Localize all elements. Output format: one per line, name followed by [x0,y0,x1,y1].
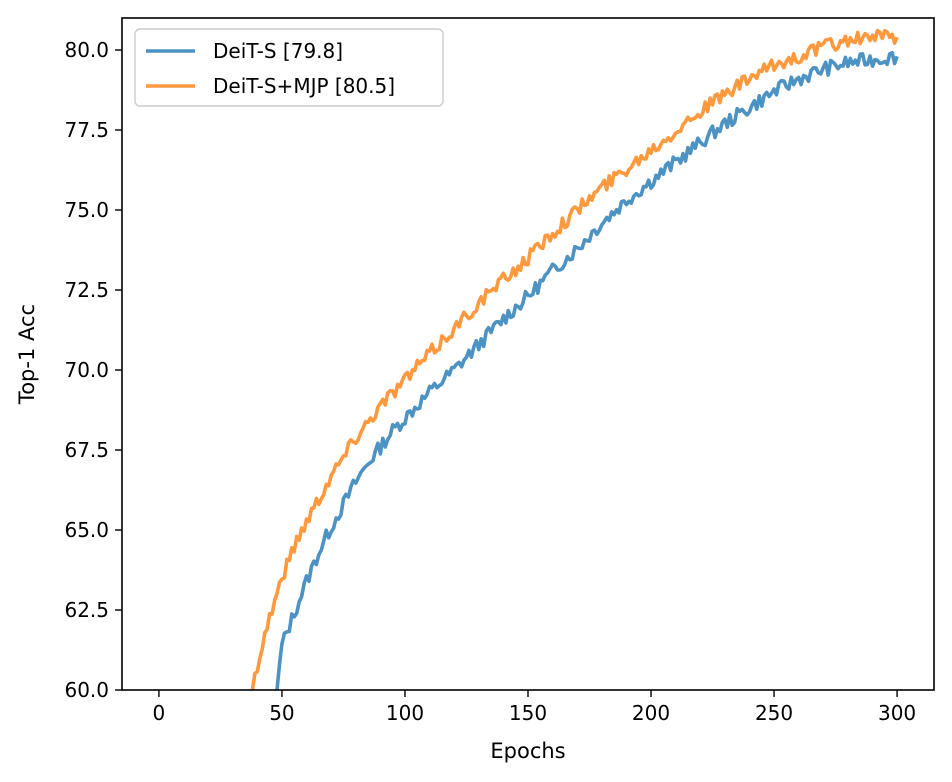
y-axis-label: Top-1 Acc [15,304,39,405]
x-tick-label: 50 [269,701,294,725]
x-axis-label: Epochs [490,739,565,763]
y-tick-label: 77.5 [64,118,109,142]
legend: DeiT-S [79.8] DeiT-S+MJP [80.5] [134,28,444,107]
x-axis-ticks: 0 50 100 150 200 250 300 [153,690,916,725]
y-tick-label: 70.0 [64,358,109,382]
x-tick-label: 0 [153,701,166,725]
y-tick-label: 62.5 [64,598,109,622]
legend-label-1: DeiT-S [79.8] [213,39,343,63]
y-tick-label: 75.0 [64,198,109,222]
y-tick-label: 72.5 [64,278,109,302]
y-tick-label: 60.0 [64,678,109,702]
x-tick-label: 200 [632,701,670,725]
y-axis-ticks: 60.0 62.5 65.0 67.5 70.0 72.5 75.0 77.5 80.0 [64,38,122,702]
x-tick-label: 300 [878,701,916,725]
x-tick-label: 100 [386,701,424,725]
plot-lines [250,28,899,690]
series-line-2 [250,28,899,690]
legend-label-2: DeiT-S+MJP [80.5] [213,74,395,98]
x-tick-label: 150 [509,701,547,725]
legend-box [134,28,444,107]
y-tick-label: 80.0 [64,38,109,62]
y-tick-label: 65.0 [64,518,109,542]
series-line-1 [275,51,899,690]
y-tick-label: 67.5 [64,438,109,462]
x-tick-label: 250 [755,701,793,725]
